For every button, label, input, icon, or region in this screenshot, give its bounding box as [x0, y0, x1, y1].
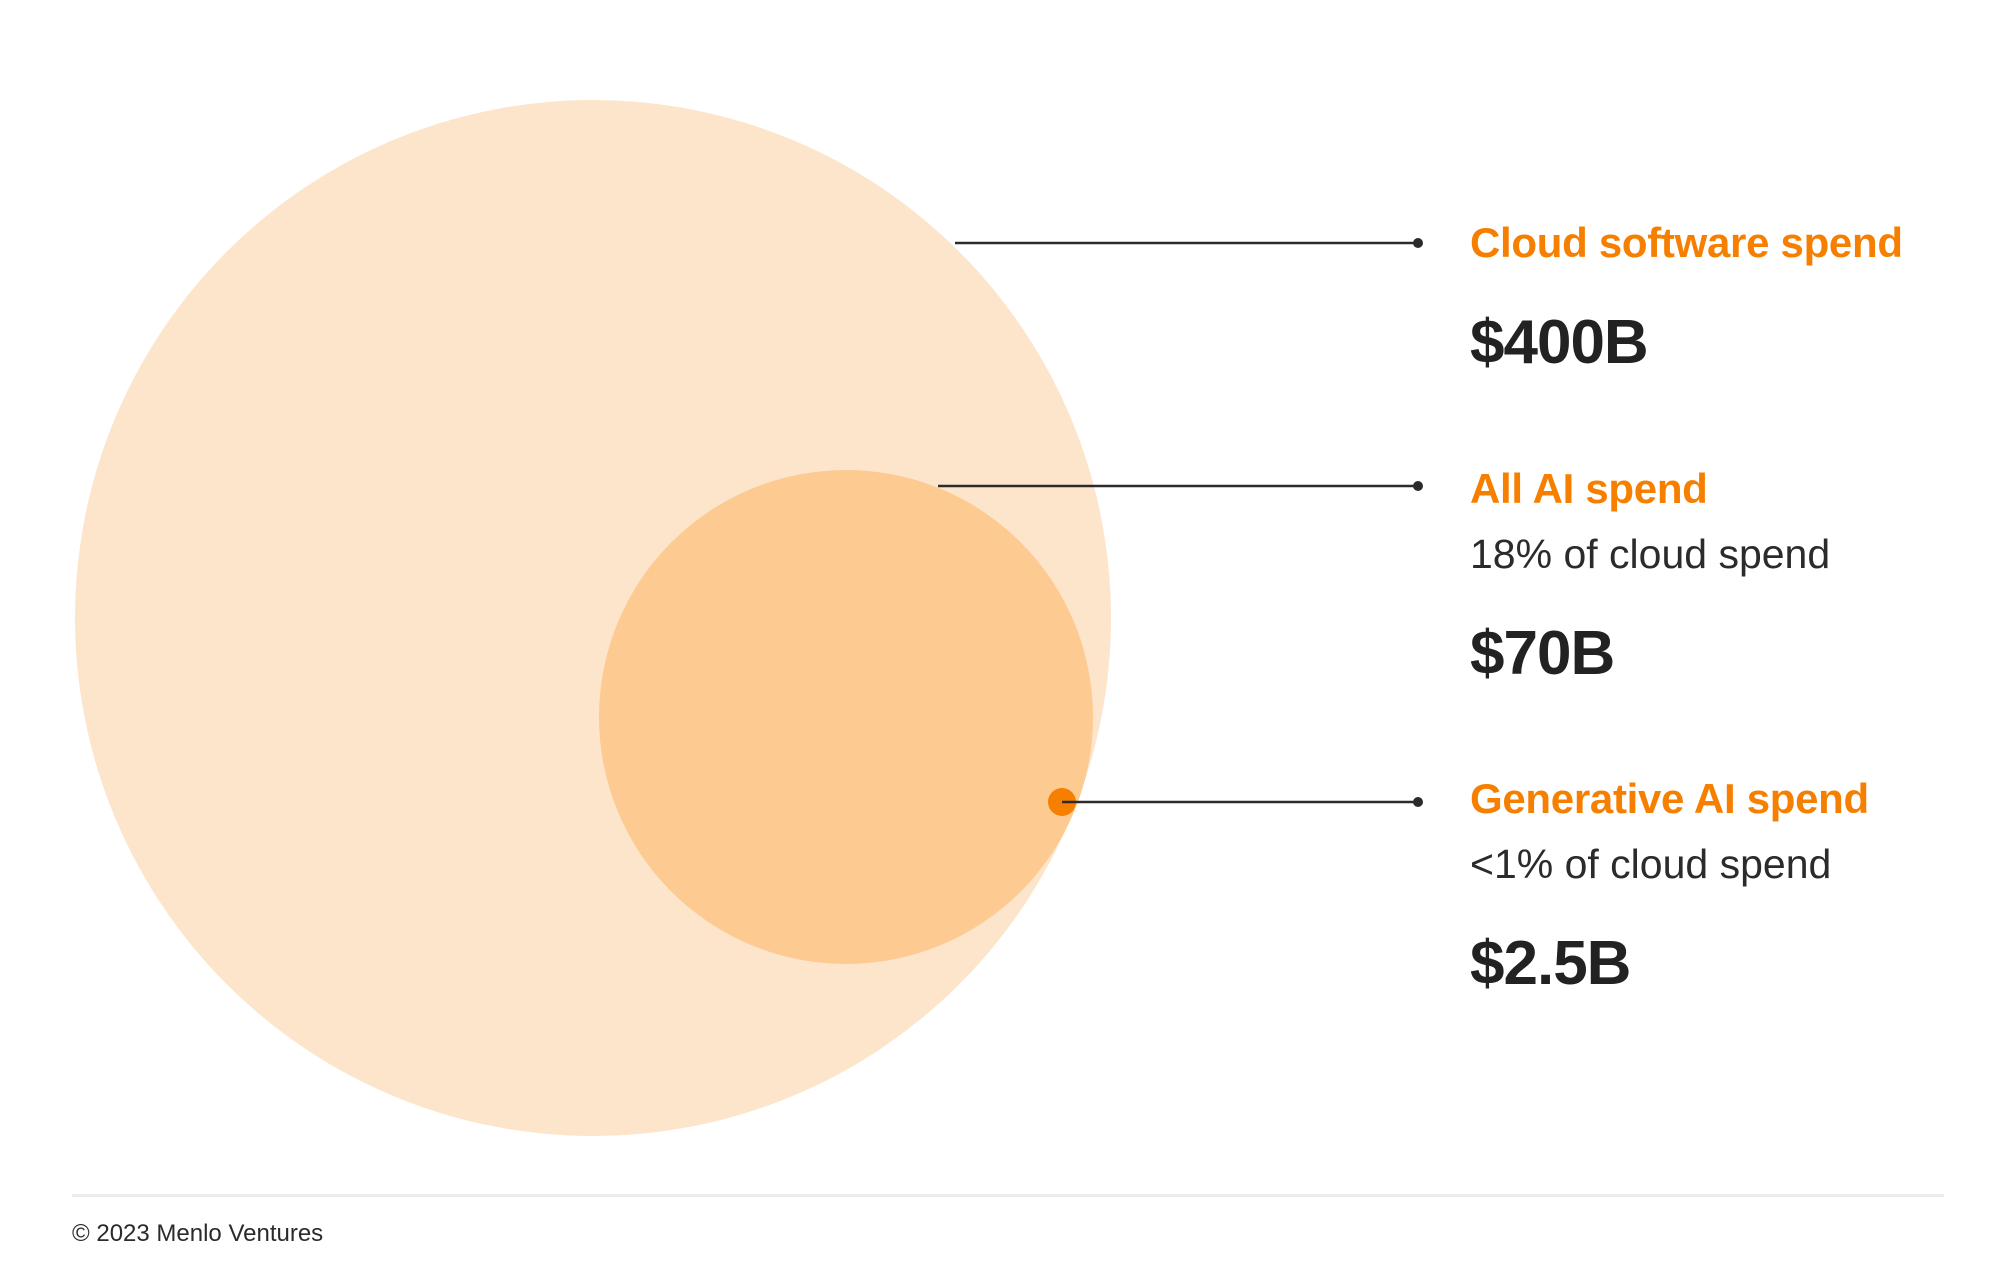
- cloud-spend-label: Cloud software spend $400B: [1470, 222, 1903, 374]
- ai-leader-end-dot: [1413, 481, 1423, 491]
- series-name: Cloud software spend: [1470, 219, 1903, 266]
- genai-leader-end-dot: [1413, 797, 1423, 807]
- ai-spend-circle: [599, 470, 1093, 964]
- genai-spend-label: Generative AI spend <1% of cloud spend $…: [1470, 778, 1869, 995]
- series-value: $70B: [1470, 619, 1615, 688]
- footer-divider: [72, 1194, 1944, 1197]
- series-name: Generative AI spend: [1470, 775, 1869, 822]
- series-share: 18% of cloud spend: [1470, 531, 1831, 577]
- series-share: <1% of cloud spend: [1470, 841, 1832, 887]
- series-value: $2.5B: [1470, 929, 1631, 998]
- cloud-leader-end-dot: [1413, 238, 1423, 248]
- series-name: All AI spend: [1470, 465, 1708, 512]
- ai-spend-label: All AI spend 18% of cloud spend $70B: [1470, 468, 1830, 685]
- copyright-text: © 2023 Menlo Ventures: [72, 1220, 324, 1247]
- series-value: $400B: [1470, 308, 1649, 377]
